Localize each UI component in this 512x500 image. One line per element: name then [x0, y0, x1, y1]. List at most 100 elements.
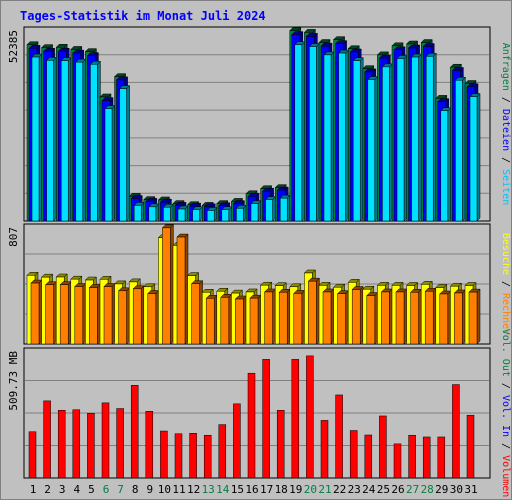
day-label: 31: [464, 483, 477, 496]
day-label: 20: [304, 483, 317, 496]
day-label: 5: [88, 483, 95, 496]
sites-bar: [351, 289, 361, 345]
legend-visits-sites: Besuche / Rechner: [500, 233, 511, 335]
volume-bar: [437, 436, 446, 479]
volume-bar: [393, 443, 402, 479]
sites-bar: [220, 297, 230, 345]
sites-bar: [147, 293, 157, 345]
pages-bar: [206, 210, 215, 222]
volume-bar: [72, 409, 81, 479]
volume-bar: [320, 420, 329, 479]
volume-bar: [145, 411, 154, 479]
day-label: 30: [450, 483, 463, 496]
chart-title: Tages-Statistik im Monat Juli 2024: [20, 9, 266, 23]
sites-bar: [162, 227, 171, 345]
sites-bar: [74, 286, 84, 345]
legend-volume-part: Volumen: [500, 455, 511, 497]
legend-hits-files-pages-part: /: [500, 91, 511, 109]
day-label: 27: [406, 483, 419, 496]
volume-bar: [262, 359, 270, 479]
volume-bar: [452, 384, 460, 479]
volume-bar: [422, 436, 431, 479]
day-label: 21: [318, 483, 331, 496]
pages-bar: [455, 80, 463, 222]
volume-bar: [130, 385, 139, 479]
sites-bar: [132, 288, 142, 345]
sites-bar: [366, 295, 376, 345]
volume-bar: [247, 372, 256, 479]
pages-bar: [411, 56, 419, 222]
sites-bar: [337, 293, 346, 345]
volume-bar: [466, 414, 475, 479]
sites-bar: [322, 291, 332, 345]
legend-hits-files-pages-part: Seiten: [500, 169, 511, 205]
sites-bar: [278, 292, 288, 345]
day-label: 17: [260, 483, 273, 496]
day-label: 25: [377, 483, 390, 496]
pages-bar: [265, 199, 273, 222]
pages-bar: [119, 88, 127, 222]
volume-bar: [335, 394, 343, 479]
volume-bar: [57, 410, 66, 479]
volume-bar: [43, 400, 51, 479]
pages-bar: [90, 64, 98, 222]
volume-bar: [218, 424, 227, 479]
day-label: 6: [103, 483, 110, 496]
day-label: 19: [289, 483, 302, 496]
volume-max-label: 509.73 MB: [7, 351, 20, 411]
day-label: 29: [435, 483, 448, 496]
sites-bar: [30, 282, 40, 345]
day-label: 9: [146, 483, 153, 496]
day-label: 3: [59, 483, 66, 496]
volume-bar: [28, 431, 37, 479]
pages-bar: [148, 206, 157, 222]
legend-visits-sites-part: Besuche: [500, 233, 511, 275]
pages-bar: [163, 206, 171, 222]
day-label: 13: [202, 483, 215, 496]
volume-bar: [349, 430, 358, 479]
volume-bar: [306, 355, 314, 479]
volume-bar: [291, 359, 300, 479]
legend-volume-part: Vol. Out: [500, 329, 511, 377]
day-label: 24: [362, 483, 376, 496]
volume-bar: [160, 430, 168, 479]
sites-bar: [468, 291, 478, 345]
legend-volume-part: Vol. In: [500, 395, 511, 437]
day-label: 18: [275, 483, 288, 496]
pages-bar: [425, 56, 434, 222]
sites-bar: [235, 298, 244, 345]
day-label: 22: [333, 483, 346, 496]
day-label: 28: [421, 483, 434, 496]
sites-bar: [439, 293, 449, 345]
pages-bar: [75, 61, 84, 222]
pages-bar: [133, 205, 142, 222]
legend-visits-sites-part: Rechner: [500, 293, 511, 335]
sites-bar: [249, 297, 259, 345]
pages-bar: [221, 209, 230, 222]
volume-bar: [364, 434, 373, 479]
sites-bar: [45, 284, 54, 345]
legend-hits-files-pages-part: Dateien: [500, 109, 511, 151]
sites-bar: [264, 291, 273, 345]
legend-visits-sites-part: /: [500, 275, 511, 293]
pages-bar: [309, 46, 317, 222]
sites-bar: [89, 287, 98, 345]
pages-bar: [294, 44, 303, 222]
legend-hits-files-pages-part: Anfragen: [500, 43, 511, 91]
pages-bar: [192, 209, 200, 222]
pages-bar: [177, 208, 186, 222]
day-label: 16: [245, 483, 258, 496]
volume-bar: [87, 412, 95, 479]
volume-bar: [101, 402, 110, 479]
sites-bar-side: [476, 288, 481, 345]
day-label: 11: [172, 483, 185, 496]
pages-bar: [323, 54, 332, 222]
sites-bar: [176, 236, 186, 345]
pages-bar: [396, 58, 405, 222]
pages-bar: [382, 66, 390, 222]
sites-bar: [103, 286, 113, 345]
day-label: 14: [216, 483, 230, 496]
hits-max-label: 52385: [7, 30, 20, 63]
day-label: 10: [158, 483, 171, 496]
